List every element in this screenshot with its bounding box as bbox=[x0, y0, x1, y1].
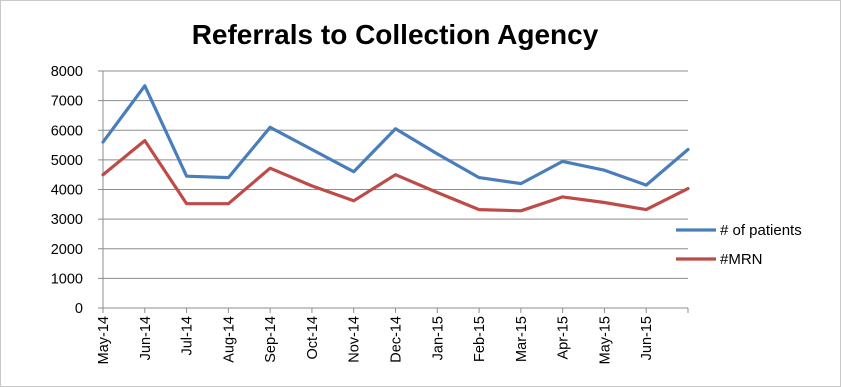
series-lines bbox=[103, 86, 688, 211]
y-axis: 0 1000 2000 3000 4000 5000 6000 7000 8000 bbox=[51, 64, 103, 317]
y-tick-label-3: 3000 bbox=[51, 212, 83, 228]
x-tick-label-9: Feb-15 bbox=[472, 316, 488, 362]
y-tick-label-8: 8000 bbox=[51, 64, 83, 80]
x-tick-label-5: Oct-14 bbox=[305, 316, 321, 360]
x-tick-label-1: Jun-14 bbox=[138, 316, 154, 360]
x-tick-label-12: May-15 bbox=[597, 316, 613, 364]
x-tick-label-7: Dec-14 bbox=[389, 316, 405, 363]
legend-label-0: # of patients bbox=[720, 222, 802, 239]
x-tick-label-3: Aug-14 bbox=[221, 316, 237, 363]
x-tick-label-11: Apr-15 bbox=[556, 316, 572, 360]
legend-label-1: #MRN bbox=[720, 251, 763, 268]
x-axis: May-14 Jun-14 Jul-14 Aug-14 Sep-14 Oct-14 Nov-… bbox=[96, 308, 688, 364]
y-tick-label-2: 2000 bbox=[51, 242, 83, 258]
x-tick-label-6: Nov-14 bbox=[347, 316, 363, 363]
x-tick-label-2: Jul-14 bbox=[180, 316, 196, 356]
y-tick-label-6: 6000 bbox=[51, 123, 83, 139]
x-tick-label-13: Jun-15 bbox=[639, 316, 655, 360]
y-tick-label-5: 5000 bbox=[51, 153, 83, 169]
x-tick-label-4: Sep-14 bbox=[263, 316, 279, 363]
x-tick-label-10: Mar-15 bbox=[514, 316, 530, 362]
x-tick-label-0: May-14 bbox=[96, 316, 112, 364]
x-tick-label-8: Jan-15 bbox=[430, 316, 446, 360]
y-tick-label-0: 0 bbox=[75, 301, 83, 317]
y-tick-label-1: 1000 bbox=[51, 271, 83, 287]
y-tick-label-7: 7000 bbox=[51, 94, 83, 110]
legend: # of patients #MRN bbox=[676, 222, 802, 268]
y-tick-label-4: 4000 bbox=[51, 183, 83, 199]
